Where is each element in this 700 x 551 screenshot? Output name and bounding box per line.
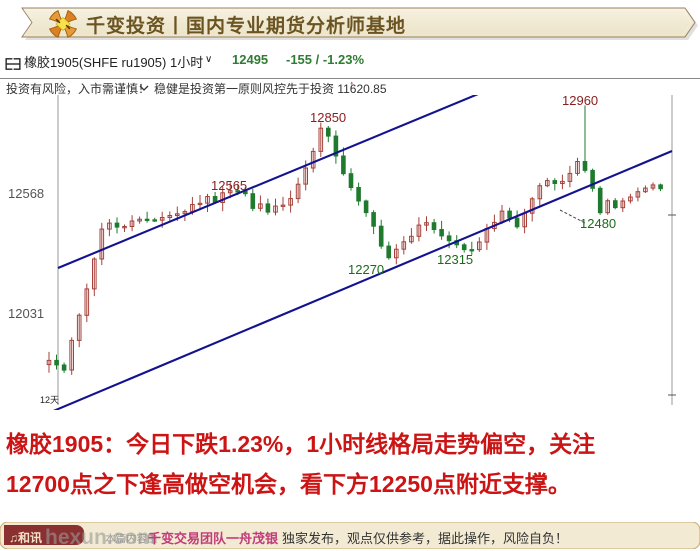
- svg-text:12960: 12960: [562, 95, 598, 108]
- svg-text:12565: 12565: [211, 178, 247, 193]
- svg-text:12天: 12天: [40, 395, 59, 405]
- svg-text:12315: 12315: [437, 252, 473, 267]
- svg-text:12480: 12480: [580, 216, 616, 231]
- svg-text:12850: 12850: [310, 110, 346, 125]
- svg-text:12270: 12270: [348, 262, 384, 277]
